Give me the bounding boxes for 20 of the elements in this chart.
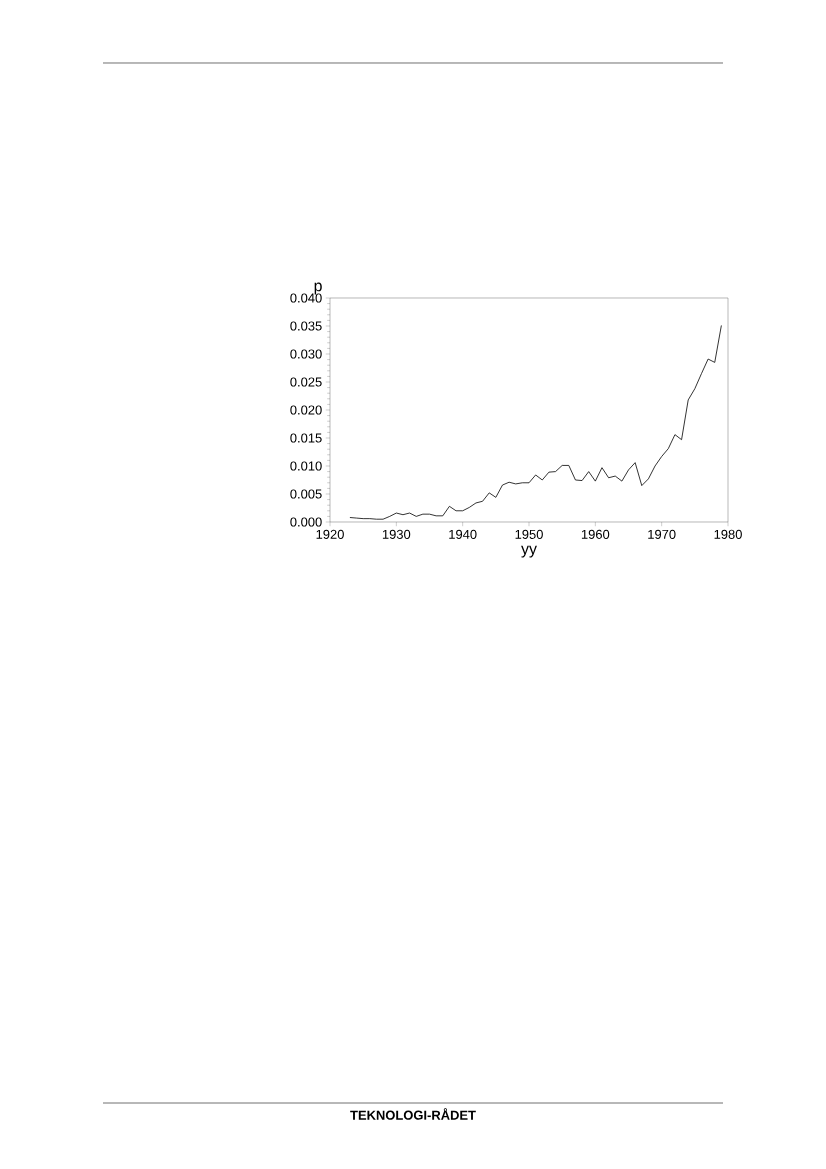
x-tick-label: 1930 xyxy=(382,529,411,539)
x-tick-label: 1920 xyxy=(316,529,344,539)
line-series xyxy=(349,325,722,520)
y-tick-label: 0.030 xyxy=(290,349,322,359)
x-tick-label: 1940 xyxy=(449,529,477,539)
y-tick-label: 0.010 xyxy=(290,461,322,471)
y-tick-label: 0.040 xyxy=(290,293,322,303)
x-tick-label: 1970 xyxy=(648,529,676,539)
y-tick-label: 0.035 xyxy=(290,321,322,331)
y-tick-label: 0.005 xyxy=(290,489,322,499)
x-tick-label: 1950 xyxy=(515,529,543,539)
y-tick-label: 0.025 xyxy=(290,377,322,387)
x-tick-label: 1960 xyxy=(581,529,610,539)
x-axis-title: yy xyxy=(521,545,537,558)
text: TEKNOLOGI-RÅDET xyxy=(350,1108,476,1120)
y-axis-title: p xyxy=(314,282,322,295)
x-tick-label: 1980 xyxy=(714,529,742,539)
y-tick-label: 0.015 xyxy=(290,433,322,443)
y-tick-label: 0.020 xyxy=(290,405,322,415)
y-tick-label: 0.000 xyxy=(290,517,322,527)
